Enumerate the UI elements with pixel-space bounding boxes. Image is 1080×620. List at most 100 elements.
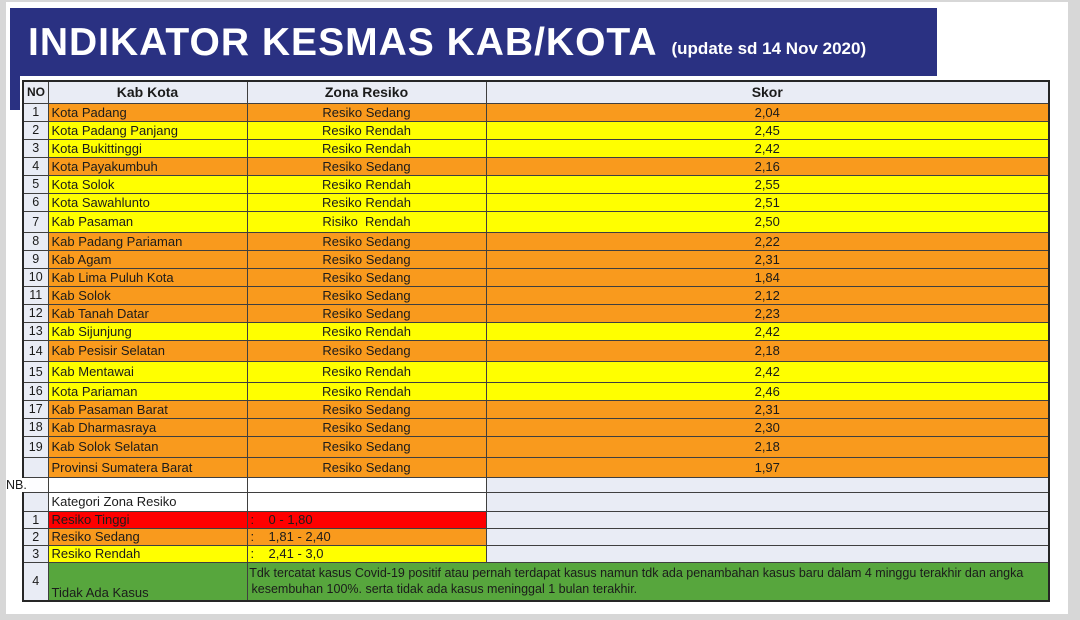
nb-label: NB.: [6, 477, 29, 492]
notes-body: NB. Kategori Zona Resiko: [6, 476, 1050, 512]
zona-resiko-cell: Resiko Rendah: [246, 174, 487, 194]
skor-cell: 2,18: [485, 339, 1050, 362]
skor-cell: 2,42: [485, 138, 1050, 158]
table-row: 17 Kab Pasaman Barat Resiko Sedang 2,31: [22, 399, 1050, 419]
skor-cell: 2,55: [485, 174, 1050, 194]
legend-label-cell: Resiko Tinggi: [47, 510, 248, 529]
zona-resiko-cell: Risiko Rendah: [246, 210, 487, 233]
legend-row-number: 3: [22, 544, 49, 563]
zona-resiko-cell: Resiko Rendah: [246, 321, 487, 341]
empty-cell: [47, 476, 248, 493]
row-number-cell: 13: [22, 321, 49, 341]
row-number-cell: 10: [22, 267, 49, 287]
nb-label-cell: NB.: [6, 476, 49, 493]
header-kab-kota: Kab Kota: [47, 80, 248, 104]
kategori-row: Kategori Zona Resiko: [22, 491, 1050, 512]
zona-resiko-cell: Resiko Sedang: [246, 456, 487, 478]
kab-kota-cell: Kab Lima Puluh Kota: [47, 267, 248, 287]
table-row: 2 Kota Padang Panjang Resiko Rendah 2,45: [22, 120, 1050, 140]
row-number-cell: 1: [22, 102, 49, 122]
zona-resiko-cell: Resiko Sedang: [246, 156, 487, 176]
skor-cell: 2,46: [485, 381, 1050, 401]
kab-kota-cell: Kota Pariaman: [47, 381, 248, 401]
table-row: 19 Kab Solok Selatan Resiko Sedang 2,18: [22, 435, 1050, 458]
row-number-cell: 15: [22, 360, 49, 383]
skor-cell: 2,23: [485, 303, 1050, 323]
table-row: 14 Kab Pesisir Selatan Resiko Sedang 2,1…: [22, 339, 1050, 362]
skor-cell: 2,04: [485, 102, 1050, 122]
empty-cell: [485, 527, 1050, 546]
skor-cell: 2,16: [485, 156, 1050, 176]
row-number-cell: 9: [22, 249, 49, 269]
kab-kota-cell: Kab Pesisir Selatan: [47, 339, 248, 362]
kab-kota-cell: Kota Bukittinggi: [47, 138, 248, 158]
legend-body: 1 Resiko Tinggi : 0 - 1,80 2 Resiko Seda…: [22, 510, 1050, 563]
skor-cell: 2,42: [485, 360, 1050, 383]
kab-kota-cell: Kota Padang: [47, 102, 248, 122]
table-body: 1 Kota Padang Resiko Sedang 2,04 2 Kota …: [22, 102, 1050, 478]
empty-cell: [246, 476, 487, 493]
kategori-label: Kategori Zona Resiko: [47, 491, 248, 512]
legend-label-cell: Resiko Rendah: [47, 544, 248, 563]
kab-kota-cell: Kab Mentawai: [47, 360, 248, 383]
legend-row: 1 Resiko Tinggi : 0 - 1,80: [22, 510, 1050, 529]
kab-kota-cell: Kab Solok Selatan: [47, 435, 248, 458]
legend-row-number: 2: [22, 527, 49, 546]
legend-row-number: 4: [22, 561, 49, 602]
kab-kota-cell: Kab Padang Pariaman: [47, 231, 248, 251]
skor-cell: 2,42: [485, 321, 1050, 341]
kab-kota-cell: Kota Payakumbuh: [47, 156, 248, 176]
empty-cell: [485, 544, 1050, 563]
kab-kota-cell: Provinsi Sumatera Barat: [47, 456, 248, 478]
legend-label-tidak-ada-kasus: Tidak Ada Kasus: [47, 561, 248, 602]
legend-row: 2 Resiko Sedang : 1,81 - 2,40: [22, 527, 1050, 546]
legend-label-cell: Resiko Sedang: [47, 527, 248, 546]
legend-range-cell: : 2,41 - 3,0: [246, 544, 487, 563]
zona-resiko-cell: Resiko Sedang: [246, 399, 487, 419]
zona-resiko-cell: Resiko Sedang: [246, 249, 487, 269]
legend-description: : Tdk tercatat kasus Covid-19 positif at…: [246, 561, 1050, 602]
skor-cell: 2,31: [485, 399, 1050, 419]
row-number-cell: 18: [22, 417, 49, 437]
skor-cell: 1,84: [485, 267, 1050, 287]
empty-cell: [485, 491, 1050, 512]
zona-resiko-cell: Resiko Sedang: [246, 102, 487, 122]
header-no: NO: [22, 80, 49, 104]
zona-resiko-cell: Resiko Sedang: [246, 303, 487, 323]
table-row: 16 Kota Pariaman Resiko Rendah 2,46: [22, 381, 1050, 401]
legend-green-body: 4 Tidak Ada Kasus : Tdk tercatat kasus C…: [22, 561, 1050, 602]
indicator-table: NO Kab Kota Zona Resiko Skor 1 Kota Pada…: [6, 80, 1050, 602]
row-number-cell: 16: [22, 381, 49, 401]
row-number-cell: 2: [22, 120, 49, 140]
update-date-label: (update sd 14 Nov 2020): [671, 39, 867, 58]
page-title: INDIKATOR KESMAS KAB/KOTA: [28, 20, 658, 64]
table-row: 1 Kota Padang Resiko Sedang 2,04: [22, 102, 1050, 122]
kab-kota-cell: Kota Solok: [47, 174, 248, 194]
row-number-cell: 4: [22, 156, 49, 176]
row-number-cell: 19: [22, 435, 49, 458]
skor-cell: 2,22: [485, 231, 1050, 251]
title-banner: INDIKATOR KESMAS KAB/KOTA (update sd 14 …: [10, 8, 937, 76]
legend-row-tidak-ada-kasus: 4 Tidak Ada Kasus : Tdk tercatat kasus C…: [22, 561, 1050, 602]
table-header-row: NO Kab Kota Zona Resiko Skor: [22, 80, 1050, 104]
legend-range-cell: : 0 - 1,80: [246, 510, 487, 529]
zona-resiko-cell: Resiko Rendah: [246, 120, 487, 140]
row-number-cell: 14: [22, 339, 49, 362]
zona-resiko-cell: Resiko Sedang: [246, 435, 487, 458]
kab-kota-cell: Kota Sawahlunto: [47, 192, 248, 212]
table-row: 9 Kab Agam Resiko Sedang 2,31: [22, 249, 1050, 269]
kab-kota-cell: Kota Padang Panjang: [47, 120, 248, 140]
table-row: 15 Kab Mentawai Resiko Rendah 2,42: [22, 360, 1050, 383]
kab-kota-cell: Kab Sijunjung: [47, 321, 248, 341]
table-row: 18 Kab Dharmasraya Resiko Sedang 2,30: [22, 417, 1050, 437]
row-number-cell: [22, 456, 49, 478]
table-row: 3 Kota Bukittinggi Resiko Rendah 2,42: [22, 138, 1050, 158]
skor-cell: 1,97: [485, 456, 1050, 478]
row-number-cell: 5: [22, 174, 49, 194]
table-row: 11 Kab Solok Resiko Sedang 2,12: [22, 285, 1050, 305]
table-row: 10 Kab Lima Puluh Kota Resiko Sedang 1,8…: [22, 267, 1050, 287]
zona-resiko-cell: Resiko Rendah: [246, 360, 487, 383]
row-number-cell: 11: [22, 285, 49, 305]
legend-row-number: 1: [22, 510, 49, 529]
